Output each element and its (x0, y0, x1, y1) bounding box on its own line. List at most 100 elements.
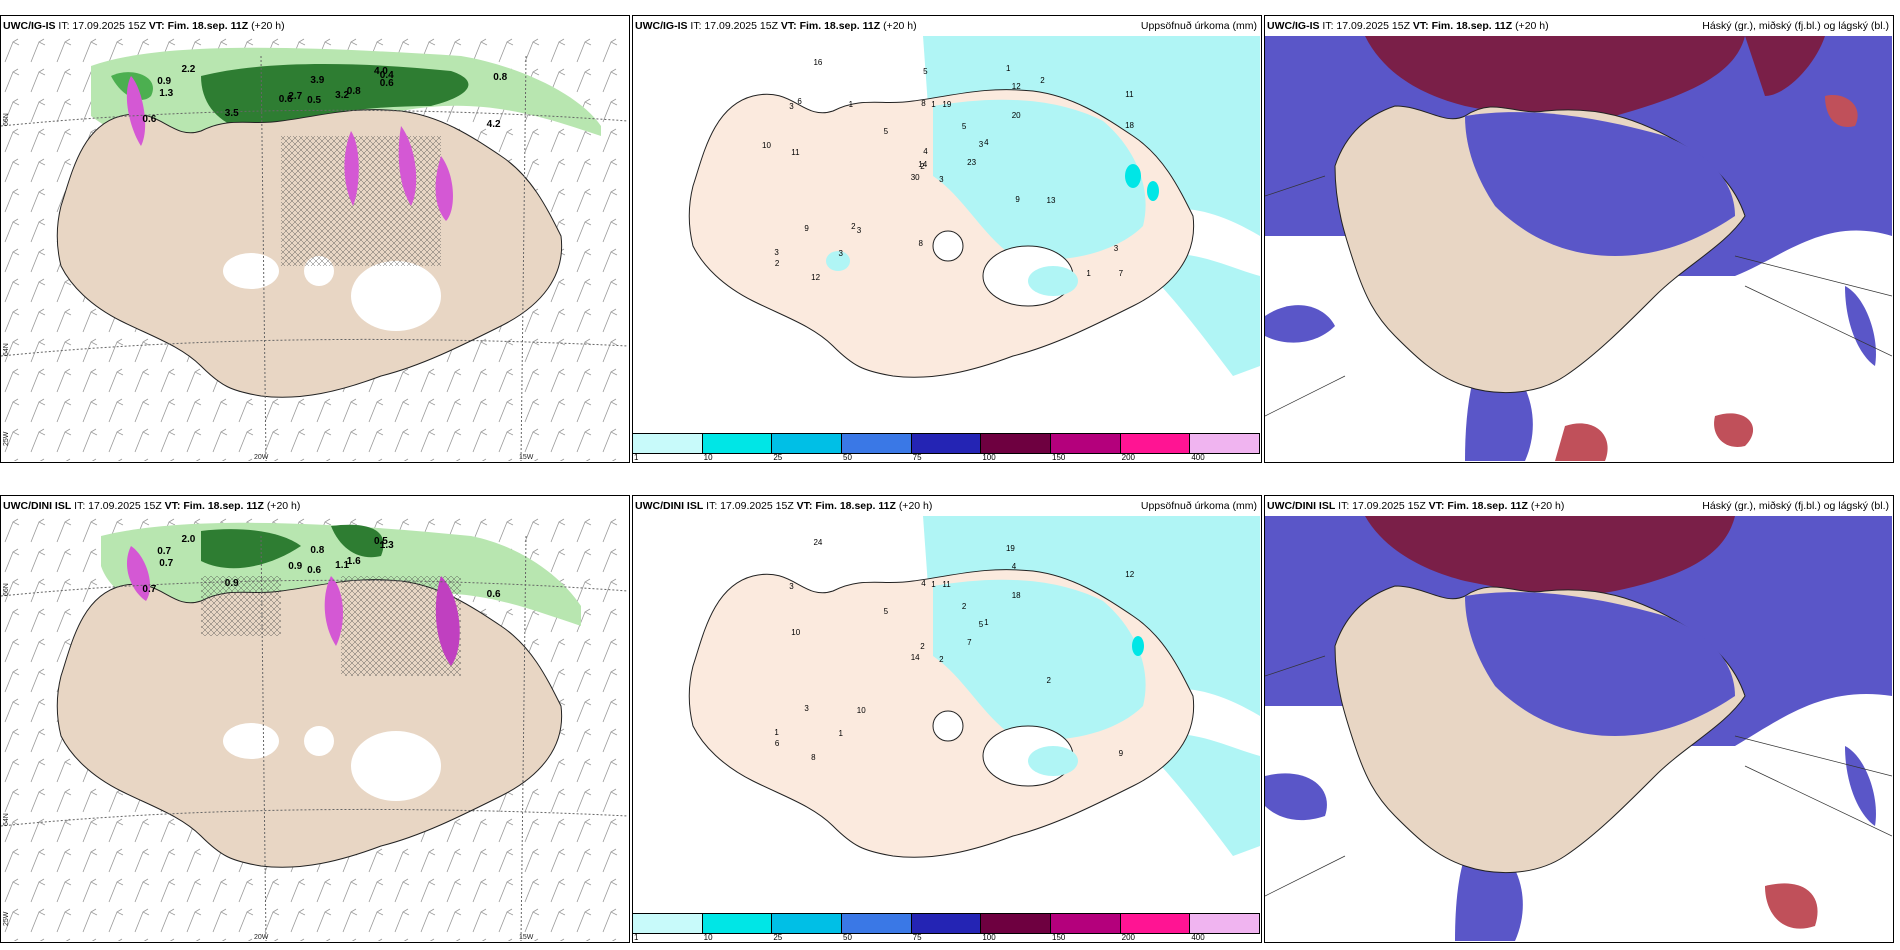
init-time: IT: 17.09.2025 15Z (74, 500, 162, 512)
valid-label: VT: (780, 20, 797, 32)
map-value-label: 2 (920, 162, 925, 172)
map-value-label: 4 (1011, 562, 1017, 572)
map-value-label: 3.9 (310, 75, 325, 87)
panel-igis-wind: UWC/IG-IS IT: 17.09.2025 15Z VT: Fim. 18… (0, 15, 630, 463)
map-value-label: 1.3 (159, 87, 174, 99)
colorbar-swatch (772, 434, 843, 453)
map-value-label: 19 (942, 100, 952, 110)
colorbar-tick-label: 75 (912, 453, 922, 462)
valid-label: VT: (148, 20, 165, 32)
panel-header: UWC/IG-IS IT: 17.09.2025 15Z VT: Fim. 18… (633, 16, 1261, 36)
colorbar-swatch (911, 914, 982, 933)
lead-time: (+20 h) (898, 500, 933, 512)
map-value-label: 0.8 (310, 545, 325, 557)
map-value-label: 8 (918, 238, 923, 248)
colorbar-tick-label: 200 (1121, 933, 1136, 942)
colorbar-swatch (1120, 434, 1191, 453)
panel-dini-precip: UWC/DINI ISL IT: 17.09.2025 15Z VT: Fim.… (632, 495, 1262, 943)
panel-header: UWC/DINI ISL IT: 17.09.2025 15Z VT: Fim.… (1265, 496, 1893, 516)
map-value-label: 5 (883, 606, 889, 616)
map-value-label: 1 (838, 729, 843, 739)
init-time: IT: 17.09.2025 15Z (58, 20, 146, 32)
map-value-label: 2.2 (181, 64, 196, 75)
panel-header: UWC/IG-IS IT: 17.09.2025 15Z VT: Fim. 18… (1265, 16, 1893, 36)
map-value-label: 7 (1118, 269, 1124, 279)
map-value-label: 6 (774, 739, 780, 749)
map-value-label: 2 (920, 642, 925, 652)
map-value-label: 13 (1046, 196, 1056, 206)
map-value-label: 2 (851, 222, 856, 232)
map-value-label: 10 (856, 705, 866, 715)
map-value-label: 2 (961, 601, 967, 611)
map-value-label: 0.8 (346, 85, 361, 97)
map-value-label: 0.6 (486, 589, 501, 601)
map-value-label: 18 (1125, 120, 1134, 130)
map-value-label: 12 (1125, 569, 1135, 579)
map-value-label: 1 (848, 100, 854, 110)
map-value-label: 14 (910, 652, 920, 662)
map-value-label: 23 (967, 158, 977, 168)
map-value-label: 0.7 (157, 545, 172, 557)
lon-label-15: 15W (519, 454, 534, 461)
map-value-label: 0.9 (224, 577, 239, 589)
map-value-label: 3 (939, 174, 944, 184)
wind-map: 66N 64N 25W 20W 15W 0.6 0.7 0.9 0.7 1.6 0.9 0.… (1, 516, 628, 941)
colorbar-swatch (911, 434, 982, 453)
map-value-label: 1.6 (346, 555, 361, 567)
map-value-label: 3 (856, 225, 862, 235)
colorbar-tick-label: 150 (1052, 453, 1066, 462)
colorbar-tick-label: 75 (912, 933, 922, 942)
map-value-label: 3 (838, 249, 843, 259)
valid-time: Fim. 18.sep. 11Z (1447, 500, 1528, 512)
map-value-label: 2 (1046, 676, 1051, 686)
colorbar-tick-label: 1 (634, 453, 639, 462)
map-value-label: 8 (811, 752, 816, 762)
colorbar-tick-label: 25 (773, 453, 783, 462)
colorbar-swatches (633, 433, 1261, 454)
map-value-label: 4 (923, 147, 928, 157)
precip-colorbar: 1 10 25 50 75 100 150 200 400 (633, 913, 1261, 942)
wind-map: 66N 64N 25W 20W 15W 0.5 0.9 2.7 0.6 0.8 3.5 4.… (1, 36, 628, 461)
colorbar-tick-label: 10 (703, 933, 713, 942)
lead-time: (+20 h) (883, 20, 917, 32)
colorbar-swatch (981, 434, 1052, 453)
map-value-label: 0.9 (157, 75, 172, 87)
map-value-label: 18 (1011, 590, 1021, 600)
precip-map: 2 3 2 1 5 10 19 11 4 7 24 9 10 12 14 18 8 4 2 3 5 6 1 1 1 2 1 10 25… (633, 516, 1261, 942)
lon-label-20: 20W (254, 454, 269, 461)
map-value-label: 11 (791, 148, 800, 158)
valid-label: VT: (164, 500, 181, 512)
map-value-label: 3.5 (224, 107, 239, 119)
colorbar-swatch (842, 434, 912, 453)
lon-label-20: 20W (254, 934, 269, 941)
init-time: IT: 17.09.2025 15Z (1338, 500, 1426, 512)
colorbar-tick-label: 50 (843, 453, 852, 462)
lat-label-66: 66N (3, 113, 10, 126)
map-value-label: 30 (910, 172, 920, 182)
map-value-label: 14 (918, 160, 928, 170)
map-value-label: 1 (984, 618, 989, 628)
panel-header: UWC/DINI ISL IT: 17.09.2025 15Z VT: Fim.… (633, 496, 1261, 516)
model-name: UWC/IG-IS (3, 20, 56, 32)
lead-time: (+20 h) (266, 500, 301, 512)
map-value-label: 10 (791, 628, 801, 638)
map-value-label: 6 (797, 97, 802, 107)
map-value-label: 12 (811, 272, 821, 282)
map-value-label: 19 (1005, 543, 1015, 553)
colorbar-tick-label: 150 (1052, 933, 1066, 942)
map-value-label: 0.5 (373, 535, 388, 547)
panel-title: Uppsöfnuð úrkoma (mm) (1140, 20, 1257, 32)
map-value-label: 3 (978, 140, 984, 150)
map-value-label: 3.2 (335, 90, 350, 102)
map-value-label: 9 (1015, 194, 1020, 204)
map-value-label: 0.7 (142, 583, 157, 595)
colorbar-swatch (1120, 914, 1191, 933)
model-name: UWC/DINI ISL (1267, 500, 1336, 512)
panel-title: Háský (gr.), miðský (fj.bl.) og lágský (… (1702, 20, 1889, 32)
precip-map: 3 3 2 3 3 3 1 19 12 23 16 7 11 11 30 20 12 8 5 9 5 2 3 1 4 13 6 5 10… (633, 36, 1261, 462)
colorbar-swatch (1051, 914, 1121, 933)
colorbar-swatch (842, 914, 912, 933)
valid-time: Fim. 18.sep. 11Z (183, 500, 264, 512)
colorbar-labels: 1 10 25 50 75 100 150 200 400 (633, 932, 1260, 942)
map-value-label: 0.4 (379, 70, 394, 82)
